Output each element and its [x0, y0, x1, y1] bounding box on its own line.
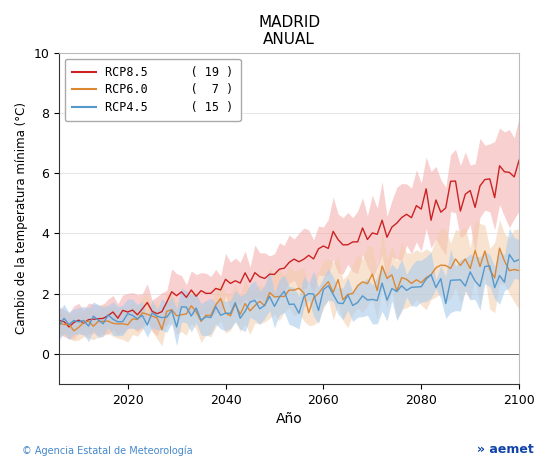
Text: © Agencia Estatal de Meteorología: © Agencia Estatal de Meteorología	[22, 446, 192, 456]
Y-axis label: Cambio de la temperatura mínima (°C): Cambio de la temperatura mínima (°C)	[15, 102, 28, 334]
Text: » aemet: » aemet	[477, 444, 534, 456]
Title: MADRID
ANUAL: MADRID ANUAL	[258, 15, 320, 48]
Legend: RCP8.5      ( 19 ), RCP6.0      (  7 ), RCP4.5      ( 15 ): RCP8.5 ( 19 ), RCP6.0 ( 7 ), RCP4.5 ( 15…	[65, 59, 240, 121]
X-axis label: Año: Año	[276, 412, 303, 426]
